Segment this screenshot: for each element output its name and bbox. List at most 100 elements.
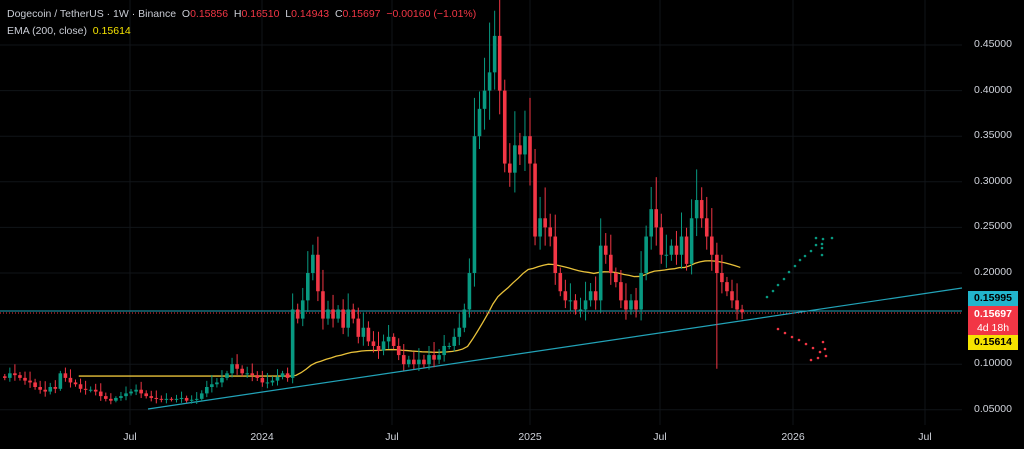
bar-countdown: 4d 18h xyxy=(976,322,1010,334)
candle-down xyxy=(250,373,255,376)
change-value: −0.00160 (−1.01%) xyxy=(386,8,477,20)
candle-down xyxy=(73,382,78,385)
candle-down xyxy=(68,377,73,383)
chart-legend: Dogecoin / TetherUS · 1W · Binance O0.15… xyxy=(7,6,476,40)
candle-up xyxy=(568,300,573,302)
candle-down xyxy=(295,309,300,319)
bearish-projection-dot xyxy=(816,356,820,360)
candle-down xyxy=(553,236,558,273)
candle-up xyxy=(437,355,441,360)
candle-down xyxy=(710,236,714,255)
candle-down xyxy=(548,227,552,237)
open-value: 0.15856 xyxy=(190,8,229,20)
candle-down xyxy=(341,309,345,328)
price-axis-label: 0.45000 xyxy=(974,38,1012,50)
bullish-projection-dot xyxy=(820,242,824,246)
candle-down xyxy=(53,387,58,389)
bearish-projection-dot xyxy=(776,327,780,331)
candle-down xyxy=(518,145,522,155)
bullish-projection-dot xyxy=(830,236,834,240)
bullish-projection-dot xyxy=(765,295,769,299)
close-value: 0.15697 xyxy=(342,8,381,20)
ema-value: 0.15614 xyxy=(92,25,131,37)
candle-down xyxy=(98,391,103,397)
candle-down xyxy=(23,377,27,381)
candle-down xyxy=(624,300,628,310)
bearish-projection-dot xyxy=(783,331,787,335)
candle-up xyxy=(311,254,315,273)
candle-down xyxy=(634,300,638,310)
candle-up xyxy=(407,359,411,365)
high-label: H xyxy=(233,8,242,20)
candle-down xyxy=(614,273,618,283)
bearish-projection-dot xyxy=(823,347,827,351)
candle-down xyxy=(508,163,512,173)
candle-up xyxy=(179,397,184,399)
candle-down xyxy=(331,309,335,319)
candle-up xyxy=(48,387,53,392)
candle-down xyxy=(371,341,376,346)
candle-down xyxy=(422,359,426,365)
candle-down xyxy=(240,368,244,374)
candle-down xyxy=(144,393,148,397)
ema-label[interactable]: EMA (200, close) xyxy=(7,25,87,37)
candle-up xyxy=(129,391,133,394)
candle-up xyxy=(639,273,643,310)
bullish-projection-dot xyxy=(820,253,824,257)
bullish-projection-dot xyxy=(798,258,802,262)
candle-down xyxy=(684,236,689,264)
candle-up xyxy=(290,309,295,378)
bullish-projection-dot xyxy=(814,243,818,247)
candle-down xyxy=(563,291,568,301)
candle-down xyxy=(740,309,744,313)
time-axis-label: Jul xyxy=(123,431,137,443)
price-axis-label: 0.25000 xyxy=(974,220,1012,233)
candle-up xyxy=(306,273,310,301)
candle-down xyxy=(543,218,547,228)
bearish-projection-dot xyxy=(804,342,808,346)
candle-up xyxy=(669,245,674,255)
time-axis-label: Jul xyxy=(918,431,932,443)
candle-up xyxy=(225,373,229,378)
price-axis-label: 0.30000 xyxy=(974,174,1012,187)
candle-down xyxy=(93,389,98,392)
candle-down xyxy=(603,245,608,255)
candle-down xyxy=(391,336,396,346)
candle-down xyxy=(109,398,113,401)
candle-up xyxy=(174,398,179,400)
bullish-projection-dot xyxy=(803,254,807,258)
candle-up xyxy=(477,108,482,137)
candle-down xyxy=(18,375,22,378)
price-axis-label: 0.05000 xyxy=(974,402,1012,415)
price-axis-label: 0.10000 xyxy=(974,357,1012,370)
candle-down xyxy=(730,291,734,301)
symbol-title[interactable]: Dogecoin / TetherUS · 1W · Binance xyxy=(7,8,177,20)
candle-down xyxy=(593,291,598,301)
candle-up xyxy=(361,327,366,337)
candle-up xyxy=(644,236,648,273)
bullish-projection-dot xyxy=(820,246,824,250)
candle-down xyxy=(654,209,659,228)
candle-down xyxy=(699,200,704,219)
candle-up xyxy=(189,399,194,401)
ema-price-tag: 0.15614 xyxy=(968,335,1018,350)
candle-up xyxy=(280,373,285,377)
candle-up xyxy=(523,136,527,155)
bullish-projection-dot xyxy=(809,249,813,253)
bearish-projection-dot xyxy=(797,338,801,342)
candle-up xyxy=(275,376,280,381)
candle-down xyxy=(169,398,174,400)
candle-down xyxy=(321,291,325,319)
candle-up xyxy=(336,309,340,319)
candle-up xyxy=(58,373,63,389)
candle-up xyxy=(679,236,684,255)
candle-up xyxy=(452,336,457,346)
candle-down xyxy=(351,309,356,319)
bullish-projection-dot xyxy=(821,237,825,241)
bullish-projection-dot xyxy=(771,289,775,293)
candle-down xyxy=(316,254,320,292)
candle-up xyxy=(270,380,275,383)
candle-down xyxy=(412,359,416,365)
candle-down xyxy=(609,254,613,273)
